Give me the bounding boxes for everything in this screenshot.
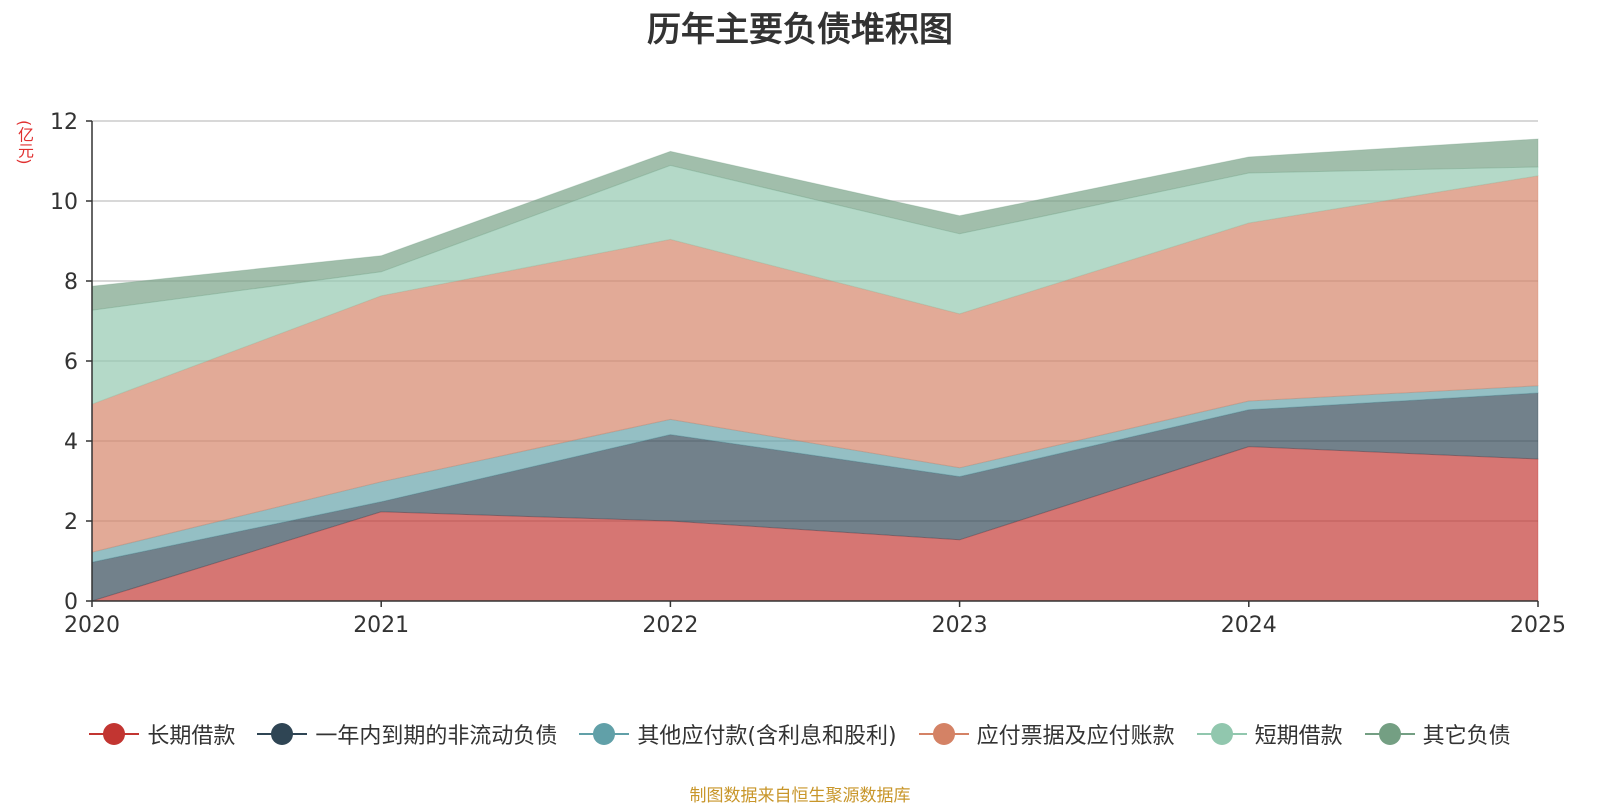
x-tick-label-2021: 2021	[353, 613, 409, 638]
area-series	[91, 138, 1539, 602]
legend-label: 长期借款	[147, 724, 236, 749]
area-6	[91, 138, 1539, 311]
y-tick-label-0: 0	[64, 590, 78, 615]
legend-marker-icon	[1196, 722, 1247, 746]
legend-item-1[interactable]: 长期借款	[89, 718, 235, 750]
legend-marker-icon	[89, 722, 140, 746]
legend-item-3[interactable]: 其他应付款(含利息和股利)	[579, 718, 897, 750]
legend-item-4[interactable]: 应付票据及应付账款	[918, 718, 1175, 750]
x-tick-label-2025: 2025	[1510, 613, 1566, 638]
x-tick-label-2022: 2022	[642, 613, 698, 638]
y-tick-label-10: 10	[50, 190, 78, 215]
legend-label: 应付票据及应付账款	[976, 724, 1175, 749]
legend-label: 其它负债	[1422, 724, 1511, 749]
chart-title: 历年主要负债堆积图	[647, 10, 953, 50]
legend-marker-icon	[918, 722, 969, 746]
x-tick-label-2024: 2024	[1221, 613, 1277, 638]
legend-item-2[interactable]: 一年内到期的非流动负债	[257, 718, 557, 750]
legend-label: 一年内到期的非流动负债	[315, 724, 558, 749]
legend-marker-icon	[1364, 722, 1415, 746]
legend-item-6[interactable]: 其它负债	[1364, 718, 1511, 750]
y-tick-label-4: 4	[64, 430, 78, 455]
axes: 0 2 4 6 8 10 12 2020 2021 2022 2023 2024 2025	[50, 110, 1566, 638]
legend-label: 其他应付款(含利息和股利)	[637, 724, 897, 749]
x-tick-label-2020: 2020	[64, 613, 120, 638]
y-axis-unit: (亿元)	[15, 120, 34, 165]
legend-marker-icon	[257, 722, 308, 746]
y-tick-label-6: 6	[64, 350, 78, 375]
x-tick-label-2023: 2023	[932, 613, 988, 638]
y-tick-label-8: 8	[64, 270, 78, 295]
legend-item-5[interactable]: 短期借款	[1196, 718, 1343, 750]
y-tick-label-2: 2	[64, 510, 78, 535]
legend-label: 短期借款	[1254, 724, 1343, 749]
y-tick-label-12: 12	[50, 110, 78, 135]
legend-marker-icon	[579, 722, 630, 746]
data-source-note: 制图数据来自恒生聚源数据库	[689, 786, 911, 806]
legend: 长期借款 一年内到期的非流动负债 其他应付款(含利息和股利) 应付票据及应付账款 短期借…	[0, 718, 1600, 750]
